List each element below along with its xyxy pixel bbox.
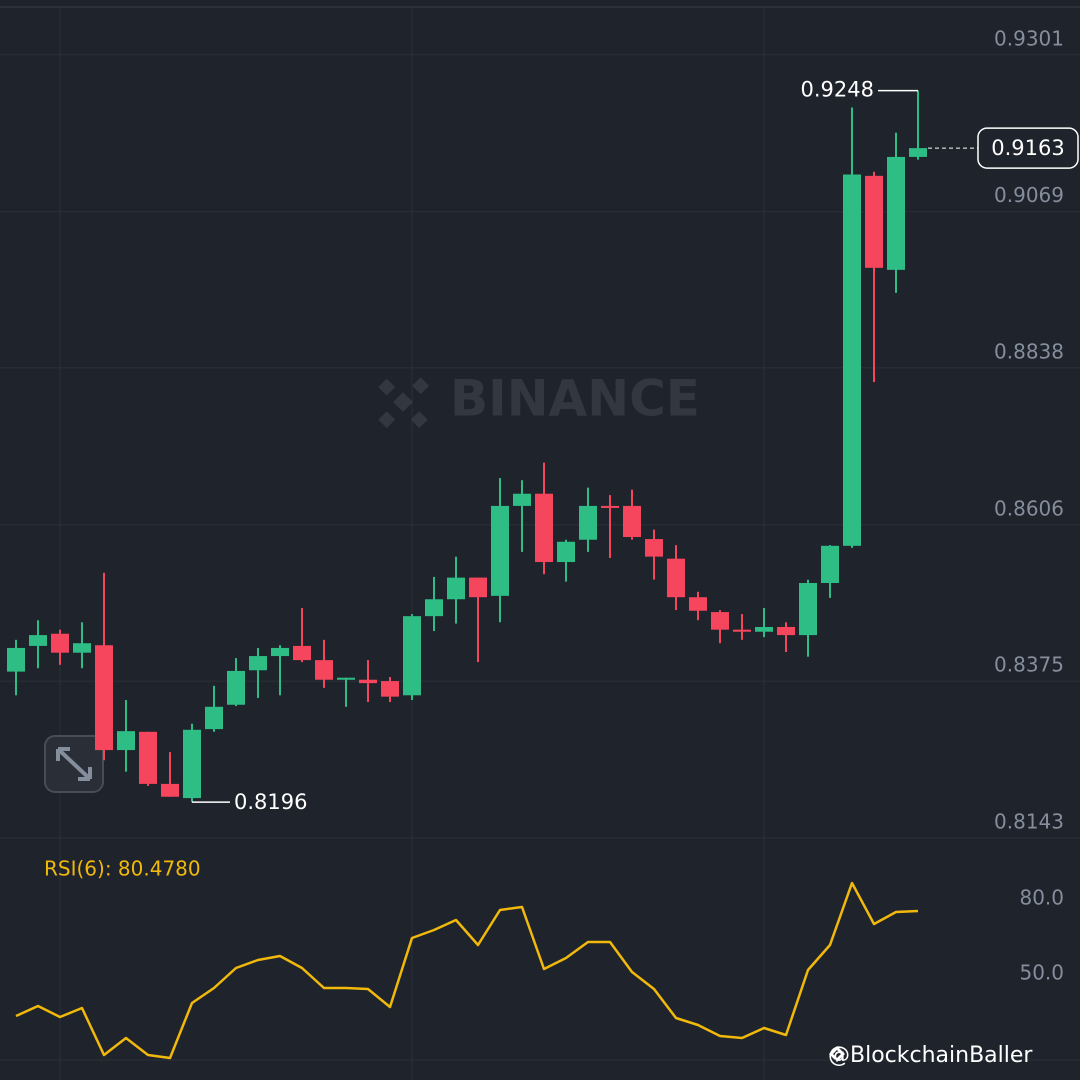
candle-body bbox=[73, 643, 91, 653]
candle-body bbox=[667, 558, 685, 598]
candle-body bbox=[689, 597, 707, 611]
candle-body bbox=[557, 541, 575, 563]
candle-body bbox=[139, 731, 157, 784]
candle-body bbox=[51, 633, 69, 653]
price-label: 0.9163 bbox=[991, 136, 1064, 160]
credit-logo bbox=[829, 1046, 845, 1062]
y-tick-label: 80.0 bbox=[1019, 886, 1064, 910]
y-tick-label: 0.8838 bbox=[994, 339, 1064, 363]
candle-body bbox=[843, 174, 861, 546]
candle-body bbox=[403, 616, 421, 696]
candle-body bbox=[513, 493, 531, 506]
candle-body bbox=[491, 505, 509, 596]
candle-body bbox=[315, 660, 333, 680]
candle-body bbox=[381, 681, 399, 697]
candle-body bbox=[777, 626, 795, 636]
candle-body bbox=[293, 645, 311, 661]
rsi-line bbox=[15, 881, 919, 1060]
watermark-text: BINANCE bbox=[450, 370, 700, 428]
candle-body bbox=[469, 577, 487, 598]
expand-button[interactable] bbox=[44, 735, 104, 793]
candle-body bbox=[755, 626, 773, 632]
y-tick-label: 50.0 bbox=[1019, 961, 1064, 985]
candle-body bbox=[7, 647, 25, 672]
candle-body bbox=[29, 635, 47, 646]
candle-body bbox=[117, 731, 135, 751]
candle-body bbox=[601, 505, 619, 508]
price-box bbox=[977, 127, 1079, 169]
candle-body bbox=[95, 645, 113, 751]
candle-body bbox=[535, 493, 553, 563]
candle-body bbox=[425, 599, 443, 617]
candle-body bbox=[887, 156, 905, 270]
candle-body bbox=[161, 783, 179, 797]
y-tick-label: 0.9301 bbox=[994, 26, 1064, 50]
candle-body bbox=[865, 175, 883, 268]
y-tick-label: 0.8375 bbox=[994, 653, 1064, 677]
candle-body bbox=[249, 656, 267, 671]
candle-body bbox=[645, 539, 663, 557]
low-label: 0.8196 bbox=[234, 790, 307, 814]
candle-body bbox=[909, 148, 927, 157]
candle-body bbox=[799, 583, 817, 636]
credit-text: @BlockchainBaller bbox=[828, 1043, 1033, 1068]
candle-body bbox=[821, 545, 839, 584]
candle-body bbox=[579, 505, 597, 540]
candle-body bbox=[227, 670, 245, 705]
candle-body bbox=[271, 647, 289, 657]
candle-body bbox=[359, 679, 377, 684]
candle-body bbox=[183, 729, 201, 799]
candle-body bbox=[337, 677, 355, 680]
candle-body bbox=[623, 505, 641, 538]
y-tick-label: 0.8143 bbox=[994, 810, 1064, 834]
y-tick-label: 0.8606 bbox=[994, 496, 1064, 520]
y-tick-label: 0.9069 bbox=[994, 183, 1064, 207]
candle-body bbox=[733, 629, 751, 632]
candle-body bbox=[711, 612, 729, 630]
rsi-title: RSI(6): 80.4780 bbox=[44, 857, 201, 881]
candle-body bbox=[205, 706, 223, 730]
high-label: 0.9248 bbox=[801, 78, 874, 102]
candle-body bbox=[447, 577, 465, 600]
expand-icon bbox=[56, 747, 92, 781]
